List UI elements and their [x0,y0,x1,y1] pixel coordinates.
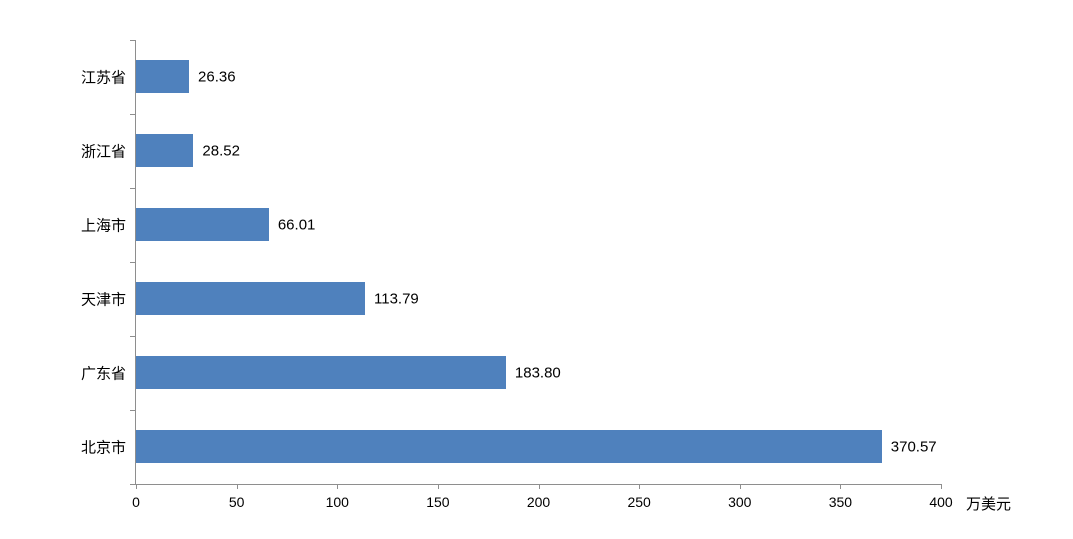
x-axis-tick [739,484,741,489]
x-axis-tick [639,484,641,489]
bar-row: 广东省 183.80 [81,336,941,410]
x-axis-tick-label: 200 [526,494,551,510]
value-label: 113.79 [374,290,419,308]
x-axis-tick-label: 400 [929,494,953,510]
y-axis-tick [130,262,136,263]
bar [136,208,269,241]
value-label: 28.52 [202,142,240,160]
x-axis-tick-label: 150 [426,494,450,510]
x-axis-tick-label: 250 [627,494,651,510]
x-axis-tick [136,484,137,489]
category-label: 天津市 [80,291,126,309]
value-label: 183.80 [514,364,561,382]
bar-row: 北京市 370.57 [81,410,941,484]
x-axis-tick [236,484,238,489]
x-axis-tick [538,484,540,489]
y-axis-tick [130,410,136,411]
x-axis-tick [840,484,842,489]
x-axis-tick-label: 50 [228,494,245,510]
plot-area: 万美元 江苏省 26.36 浙江省 28.52 上海市 66.01 天津市 113.79 广东省… [81,40,1011,513]
x-axis-tick-label: 350 [828,494,853,510]
category-label: 广东省 [80,365,126,383]
bar [136,430,882,463]
x-axis-tick-label: 300 [728,494,752,510]
category-label: 浙江省 [80,143,126,161]
value-label: 370.57 [890,438,937,456]
x-axis-tick [941,484,942,489]
x-axis-tick-label: 0 [132,494,140,510]
value-label: 66.01 [277,216,316,234]
bar-row: 江苏省 26.36 [81,40,941,114]
value-label: 26.36 [198,68,236,86]
x-axis-unit-label: 万美元 [966,496,1012,513]
bar [136,134,194,167]
bar-row: 上海市 66.01 [81,188,941,262]
y-axis-tick [130,484,136,485]
x-axis-tick-label: 100 [325,494,349,510]
bar [136,356,506,389]
y-axis-tick [130,114,136,115]
bar [136,282,365,315]
category-label: 北京市 [80,439,126,457]
bar-row: 天津市 113.79 [81,262,941,336]
bar [136,60,190,93]
category-label: 江苏省 [80,69,126,87]
category-label: 上海市 [80,217,126,235]
y-axis-tick [130,40,136,41]
x-axis-tick [337,484,339,489]
x-axis-tick [437,484,439,489]
y-axis-tick [130,188,136,189]
bar-row: 浙江省 28.52 [81,114,941,188]
y-axis-tick [130,336,136,337]
